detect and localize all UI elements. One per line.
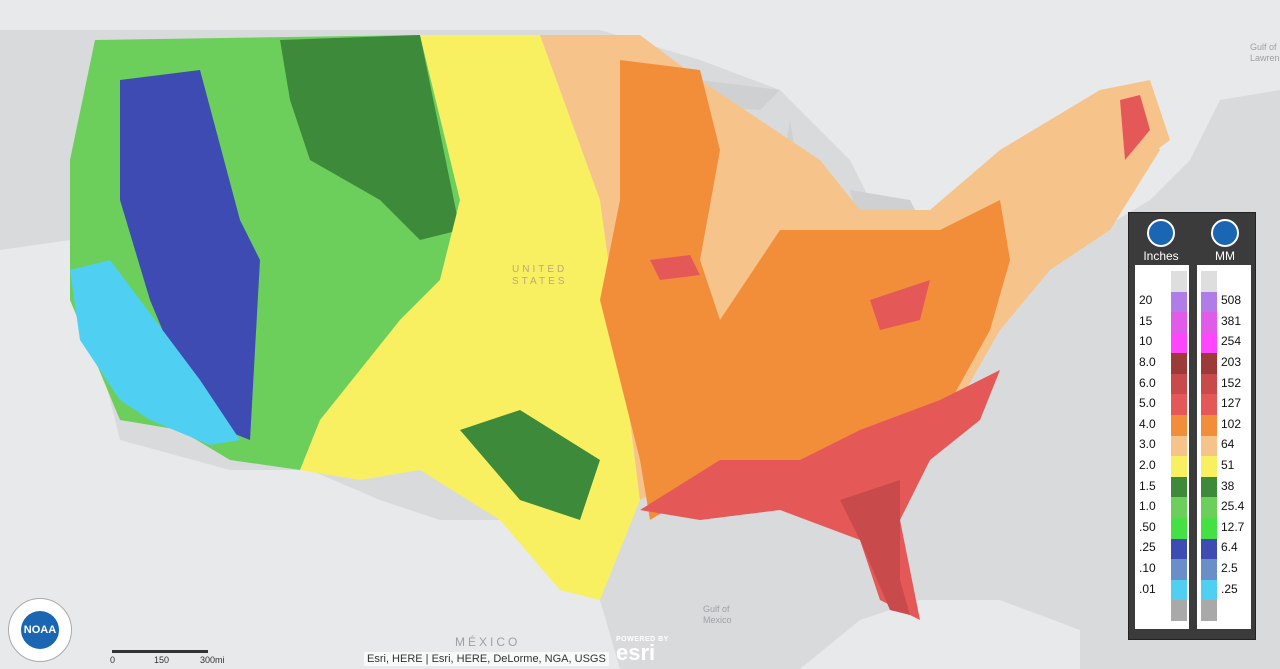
attribution-text: Esri, HERE | Esri, HERE, DeLorme, NGA, U…	[364, 652, 609, 666]
scale-label-300: 300mi	[200, 655, 225, 665]
legend-tick-label: 3.0	[1139, 437, 1156, 452]
legend-color-swatch	[1171, 332, 1187, 354]
legend-color-swatch	[1171, 415, 1187, 436]
noaa-logo-icon	[1211, 219, 1239, 247]
legend-color-swatch	[1201, 332, 1217, 354]
legend-tick-label: 15	[1139, 313, 1153, 328]
legend-tick-label: 20	[1139, 293, 1153, 308]
legend-color-swatch	[1201, 394, 1217, 416]
legend-color-swatch	[1171, 600, 1187, 621]
legend-mm-bar	[1201, 271, 1217, 621]
legend-tick-label: .25	[1139, 540, 1156, 555]
legend-color-swatch	[1171, 353, 1187, 374]
legend-color-swatch	[1171, 312, 1187, 333]
legend-tick-label: 102	[1221, 416, 1242, 431]
precipitation-legend: Inches 20 15 10 8.0 6.0 5.0 4.0 3.0 2.0 1.5 1.0 .50…	[1128, 212, 1256, 640]
legend-tick-label: 5.0	[1139, 396, 1156, 411]
legend-tick-label: 508	[1221, 293, 1242, 308]
label-united-states: UNITED STATES	[512, 264, 567, 287]
legend-tick-label: 4.0	[1139, 416, 1156, 431]
legend-tick-label: 1.0	[1139, 499, 1156, 514]
legend-color-swatch	[1171, 291, 1187, 313]
legend-tick-label: 25.4	[1221, 499, 1245, 514]
legend-color-swatch	[1171, 497, 1187, 518]
legend-tick-label: 10	[1139, 334, 1153, 349]
legend-inches-bar	[1171, 271, 1187, 621]
scale-bar-line	[112, 650, 208, 653]
label-gulf-lawrence: Gulf ofLawrence	[1250, 42, 1280, 63]
legend-tick-label: .10	[1139, 560, 1156, 575]
legend-tick-label: .50	[1139, 519, 1156, 534]
legend-tick-label: 51	[1221, 458, 1235, 472]
legend-tick-label: 6.0	[1139, 375, 1156, 390]
legend-color-swatch	[1171, 271, 1187, 292]
legend-color-swatch	[1201, 415, 1217, 436]
legend-color-swatch	[1201, 271, 1217, 292]
noaa-emblem-icon: NOAA	[21, 611, 59, 649]
legend-tick-label: .25	[1221, 581, 1238, 596]
legend-tick-label: 381	[1221, 313, 1242, 328]
legend-tick-label: .01	[1139, 581, 1156, 596]
legend-color-swatch	[1201, 579, 1217, 601]
legend-tick-label: 152	[1221, 375, 1242, 390]
legend-color-swatch	[1171, 579, 1187, 601]
legend-tick-label: 12.7	[1221, 519, 1245, 534]
legend-color-swatch	[1201, 312, 1217, 333]
scale-label-150: 150	[154, 655, 170, 665]
legend-color-swatch	[1171, 538, 1187, 560]
noaa-logo-icon	[1147, 219, 1175, 247]
legend-tick-label: 8.0	[1139, 355, 1156, 370]
legend-inches-label: Inches	[1143, 249, 1179, 263]
label-gulf-mexico: Gulf of Mexico	[703, 604, 732, 625]
esri-label: esri	[616, 640, 656, 665]
legend-mm-column: MM 508 381 254 203 152 127 102 64 51 38 25.4 12.7 6.…	[1193, 213, 1257, 639]
esri-logo: POWERED BY esri	[616, 636, 669, 665]
legend-tick-label: 2.0	[1139, 458, 1156, 472]
legend-tick-label: 38	[1221, 478, 1235, 493]
legend-tick-label: 64	[1221, 437, 1235, 452]
legend-color-swatch	[1201, 456, 1217, 477]
legend-tick-label: 203	[1221, 355, 1242, 370]
legend-color-swatch	[1201, 435, 1217, 457]
legend-tick-label: 127	[1221, 396, 1242, 411]
legend-color-swatch	[1201, 373, 1217, 395]
legend-color-swatch	[1201, 353, 1217, 374]
legend-color-swatch	[1171, 476, 1187, 498]
legend-tick-label: 6.4	[1221, 540, 1238, 555]
legend-color-swatch	[1171, 394, 1187, 416]
legend-color-swatch	[1171, 559, 1187, 580]
legend-color-swatch	[1201, 517, 1217, 539]
legend-tick-label: 2.5	[1221, 560, 1238, 575]
legend-color-swatch	[1201, 497, 1217, 518]
noaa-seal-logo: NOAA	[8, 598, 72, 662]
scale-label-0: 0	[110, 655, 116, 665]
powered-by-label: POWERED BY	[616, 636, 669, 643]
legend-color-swatch	[1171, 435, 1187, 457]
label-mexico: MÉXICO	[455, 634, 520, 649]
legend-mm-label: MM	[1215, 249, 1235, 263]
legend-color-swatch	[1201, 476, 1217, 498]
legend-tick-label: 1.5	[1139, 478, 1156, 493]
legend-color-swatch	[1171, 373, 1187, 395]
legend-tick-label: 254	[1221, 334, 1242, 349]
legend-color-swatch	[1171, 517, 1187, 539]
legend-color-swatch	[1171, 456, 1187, 477]
legend-color-swatch	[1201, 538, 1217, 560]
legend-color-swatch	[1201, 291, 1217, 313]
legend-color-swatch	[1201, 600, 1217, 621]
legend-color-swatch	[1201, 559, 1217, 580]
legend-inches-column: Inches 20 15 10 8.0 6.0 5.0 4.0 3.0 2.0 1.5 1.0 .50…	[1129, 213, 1193, 639]
